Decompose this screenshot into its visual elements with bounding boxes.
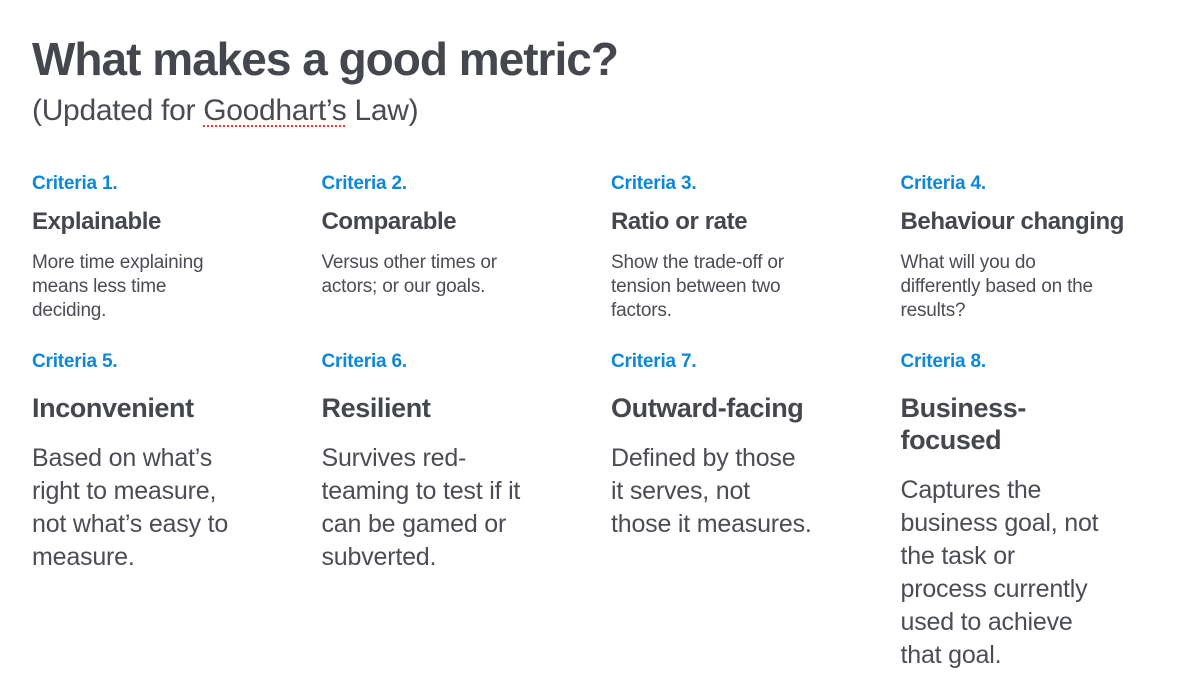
- subtitle-suffix: Law): [346, 93, 419, 127]
- criteria-label: Criteria 3.: [611, 172, 697, 194]
- criteria-title: Inconvenient: [32, 393, 194, 424]
- criteria-card-6: Criteria 6. Resilient Survives red- team…: [322, 351, 586, 672]
- criteria-card-5: Criteria 5. Inconvenient Based on what’s…: [32, 351, 296, 672]
- criteria-label: Criteria 8.: [900, 351, 987, 373]
- criteria-body: More time explaining means less time dec…: [32, 252, 204, 322]
- criteria-label: Criteria 7.: [611, 351, 697, 373]
- criteria-body: Defined by those it serves, not those it…: [611, 444, 812, 539]
- criteria-card-1: Criteria 1. Explainable More time explai…: [32, 173, 296, 324]
- criteria-label: Criteria 1.: [32, 172, 118, 194]
- criteria-title: Comparable: [321, 207, 457, 235]
- page-subtitle: (Updated for Goodhart’s Law): [32, 93, 1164, 129]
- criteria-grid: Criteria 1. Explainable More time explai…: [32, 173, 1164, 673]
- criteria-card-7: Criteria 7. Outward-facing Defined by th…: [611, 351, 875, 672]
- criteria-body: Show the trade-off or tension between tw…: [611, 252, 784, 322]
- criteria-card-4: Criteria 4. Behaviour changing What will…: [901, 173, 1165, 324]
- criteria-body: Captures the business goal, not the task…: [900, 476, 1099, 670]
- slide-header: What makes a good metric? (Updated for G…: [32, 33, 1164, 129]
- criteria-card-8: Criteria 8. Business- focused Captures t…: [901, 351, 1165, 672]
- criteria-card-3: Criteria 3. Ratio or rate Show the trade…: [611, 173, 875, 324]
- criteria-label: Criteria 6.: [321, 351, 408, 373]
- criteria-body: What will you do differently based on th…: [900, 252, 1094, 322]
- criteria-title: Resilient: [321, 393, 431, 424]
- criteria-label: Criteria 4.: [900, 172, 987, 194]
- criteria-title: Business- focused: [900, 393, 1027, 456]
- criteria-title: Ratio or rate: [611, 207, 748, 235]
- page-title: What makes a good metric?: [32, 33, 619, 85]
- criteria-card-2: Criteria 2. Comparable Versus other time…: [322, 173, 586, 324]
- criteria-body: Based on what’s right to measure, not wh…: [32, 444, 229, 572]
- criteria-body: Versus other times or actors; or our goa…: [321, 252, 498, 298]
- criteria-title: Outward-facing: [611, 393, 804, 424]
- criteria-body: Survives red- teaming to test if it can …: [321, 444, 521, 572]
- criteria-label: Criteria 2.: [321, 172, 408, 194]
- criteria-label: Criteria 5.: [32, 351, 118, 373]
- criteria-title: Explainable: [32, 207, 161, 235]
- subtitle-prefix: (Updated for: [32, 93, 204, 127]
- subtitle-spellchecked-word: Goodhart’s: [203, 93, 347, 127]
- criteria-title: Behaviour changing: [900, 207, 1125, 235]
